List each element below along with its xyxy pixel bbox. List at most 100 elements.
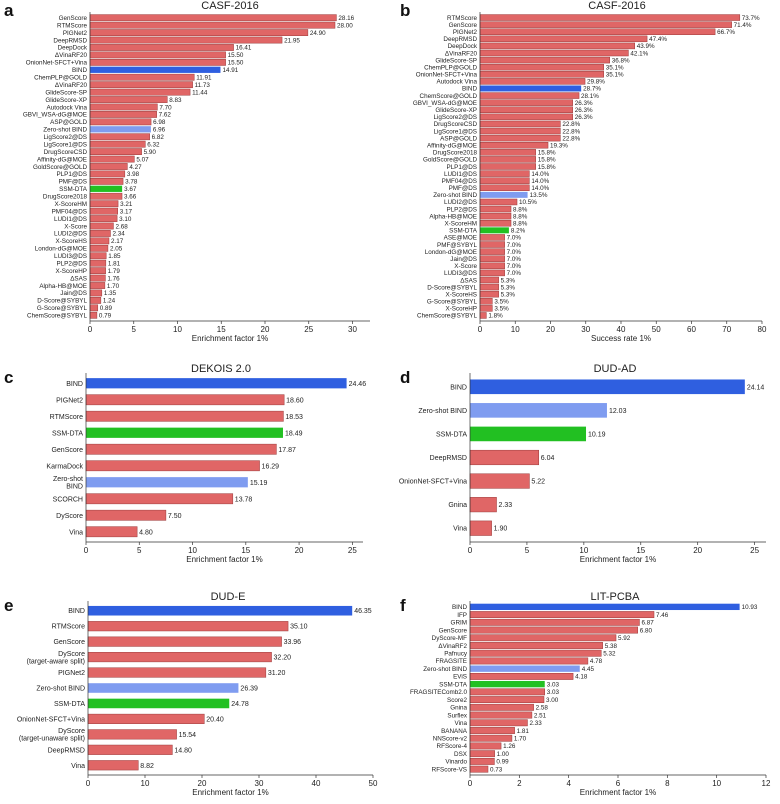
panel-d: d DUD-AD 24.14 BIND 12.03 Zero-shot BIND 10.19… <box>399 363 766 564</box>
category-label: DrugScoreCSD <box>44 149 88 156</box>
category-label: DeepRMSD <box>430 455 467 462</box>
value-label: 14.91 <box>222 67 238 74</box>
bar <box>479 56 610 64</box>
category-label: DSX <box>454 751 468 758</box>
bar <box>469 696 545 704</box>
bar <box>479 149 536 156</box>
x-tick-label: 15 <box>636 546 645 555</box>
bar <box>479 120 561 128</box>
category-label: DrugScore2018 <box>433 150 478 157</box>
x-tick-label: 0 <box>86 779 91 788</box>
category-label: GlideScore-XP <box>435 107 477 114</box>
value-label: 6.96 <box>153 127 166 134</box>
category-label: X-ScoreHM <box>54 201 87 208</box>
category-label: Alpha-HB@MOE <box>39 283 87 290</box>
bar <box>470 665 580 672</box>
category-label: SSM-DTA <box>436 431 467 438</box>
category-label: DyScore-MF <box>432 635 467 642</box>
value-label: 0.73 <box>490 766 503 773</box>
value-label: 7.62 <box>159 112 172 119</box>
x-axis-label: Enrichment factor 1% <box>192 334 268 343</box>
panel-f: f LIT-PCBA 10.93 BIND 7.46 IFP 6.87 GRIM 6.80 Gen… <box>400 591 771 797</box>
bar <box>85 493 234 505</box>
category-label: GenScore <box>51 447 83 454</box>
bar <box>87 652 272 663</box>
category-label: Vina <box>71 763 85 770</box>
bar <box>469 642 603 649</box>
value-label: 15.50 <box>228 60 244 67</box>
value-label: 16.29 <box>262 463 280 470</box>
category-label: X-ScoreHP <box>56 268 88 275</box>
value-label: 0.79 <box>99 313 112 320</box>
value-label: 28.16 <box>338 15 354 22</box>
category-label: GRIM <box>451 620 467 627</box>
x-tick-label: 20 <box>295 546 304 555</box>
category-label: London-dG@MOE <box>425 249 477 256</box>
category-label: Gnina <box>448 502 467 509</box>
category-label: LUDI1@DS <box>444 171 477 178</box>
value-label: 26.39 <box>240 686 258 693</box>
bar <box>479 134 561 142</box>
bar <box>89 274 106 282</box>
bar <box>479 298 493 305</box>
category-label: Zero-shot BIND <box>433 192 477 199</box>
value-label: 1.24 <box>103 298 116 305</box>
bar <box>480 85 582 92</box>
bar <box>89 237 110 245</box>
category-label: Autodock Vina <box>47 104 88 111</box>
bar <box>89 140 146 148</box>
category-label: PIGNet2 <box>63 30 88 37</box>
value-label: 5.38 <box>605 643 618 650</box>
value-label: 24.14 <box>747 384 765 391</box>
category-label: LUDI3@DS <box>54 253 87 260</box>
category-label: Surflex <box>447 712 467 719</box>
value-label: 15.8% <box>538 164 556 171</box>
value-label: 1.8% <box>488 313 503 320</box>
bar <box>89 178 124 185</box>
category-label: Autodock Vina <box>437 79 478 86</box>
bar <box>469 657 589 665</box>
chart-title: CASF-2016 <box>588 0 645 12</box>
value-label: 43.9% <box>637 43 655 50</box>
value-label: 1.00 <box>497 751 510 758</box>
category-label: OnionNet-SFCT+Vina <box>17 716 85 723</box>
panel-letter: c <box>4 368 13 387</box>
x-axis-label: Success rate 1% <box>591 334 651 343</box>
bar <box>479 42 635 50</box>
category-label: OnionNet-SFCT+Vina <box>26 60 88 67</box>
category-label: ΔVinaRF20 <box>55 82 88 89</box>
category-label: SSM-DTA <box>54 701 85 708</box>
category-label: LUDI2@DS <box>54 231 87 238</box>
bar <box>479 170 530 177</box>
bar <box>479 106 573 113</box>
category-label: PLP1@DS <box>56 171 87 178</box>
x-tick-label: 30 <box>581 325 590 334</box>
category-label: Zero-shot BIND <box>43 127 87 134</box>
category-label: EViS <box>453 674 467 681</box>
value-label: 35.1% <box>606 64 624 71</box>
value-label: 31.20 <box>268 670 286 677</box>
value-label: 6.87 <box>641 620 654 627</box>
bar <box>85 410 284 422</box>
value-label: 16.41 <box>236 45 252 52</box>
x-tick-label: 20 <box>261 325 270 334</box>
x-tick-label: 10 <box>712 779 721 788</box>
category-label: ChemScore@GOLD <box>420 93 478 100</box>
bar <box>89 282 106 289</box>
category-label: SSM-DTA <box>59 186 88 193</box>
bar <box>86 378 347 389</box>
bar <box>89 29 309 36</box>
value-label: 1.81 <box>517 728 530 735</box>
category-label: BANANA <box>441 728 468 735</box>
bar <box>469 719 528 727</box>
x-tick-label: 0 <box>88 325 93 334</box>
x-tick-label: 80 <box>758 325 767 334</box>
category-label: DeepDock <box>58 45 88 52</box>
category-label: DyScore <box>56 513 83 520</box>
bar <box>87 667 267 678</box>
category-label: PMF04@DS <box>442 178 477 185</box>
value-label: 4.78 <box>590 658 603 665</box>
bar <box>469 742 502 750</box>
value-label: 33.96 <box>284 639 302 646</box>
bar <box>470 603 740 611</box>
